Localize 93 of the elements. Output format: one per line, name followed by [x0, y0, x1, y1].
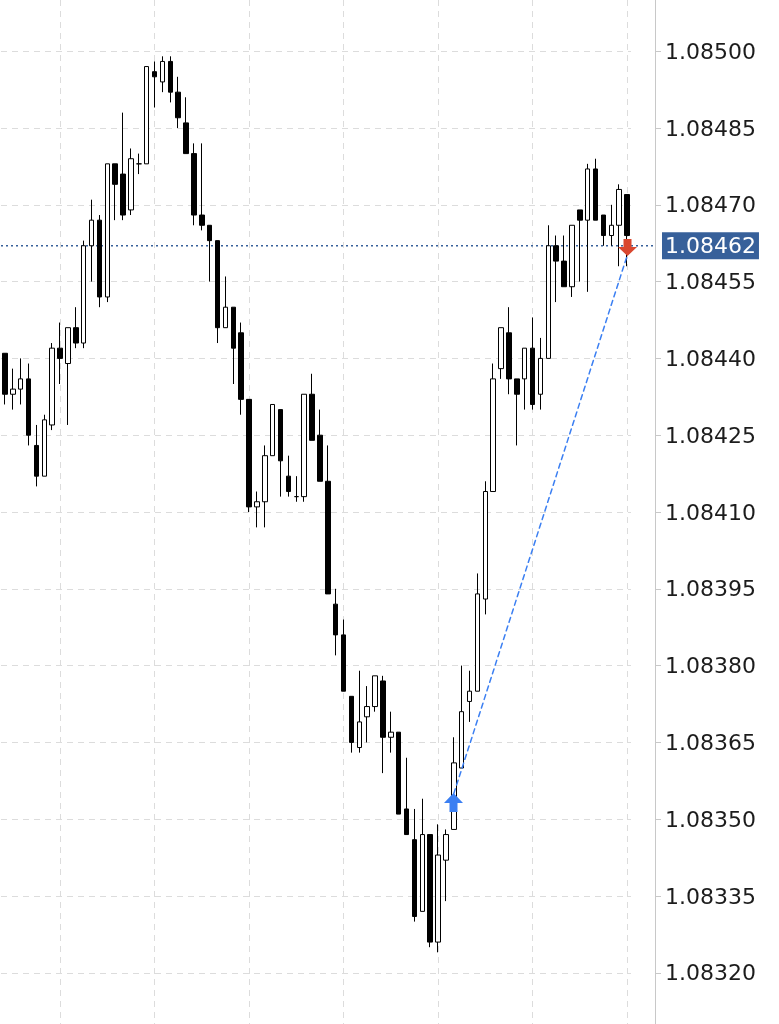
candlestick	[333, 588, 338, 656]
candlestick	[506, 306, 512, 395]
candlestick	[191, 142, 197, 226]
candlestick	[609, 204, 614, 247]
candlestick	[522, 347, 527, 411]
candlestick	[42, 414, 47, 477]
candlestick	[231, 306, 236, 385]
candlestick	[286, 455, 291, 498]
candlestick	[270, 403, 275, 457]
y-tick-label: 1.08485	[665, 115, 756, 141]
candlestick	[301, 393, 307, 503]
candlestick	[490, 363, 496, 493]
candlestick	[427, 834, 433, 948]
candlestick	[262, 444, 268, 528]
candlestick	[18, 357, 23, 405]
candlestick	[2, 352, 8, 405]
candlestick	[364, 685, 370, 743]
candlestick	[357, 670, 362, 754]
candlestick	[160, 55, 165, 93]
y-tick-label: 1.08320	[665, 960, 756, 986]
candlestick	[577, 209, 583, 283]
candlestick	[57, 322, 63, 385]
candlestick	[467, 670, 472, 723]
candlestick	[223, 275, 228, 329]
candlestick	[380, 675, 386, 774]
candlestick	[215, 240, 220, 344]
candlestick	[341, 619, 346, 692]
candlestick	[34, 424, 39, 487]
candlestick	[199, 142, 205, 231]
candlestick	[97, 214, 102, 308]
candlestick	[175, 76, 181, 129]
candlestick	[207, 224, 212, 283]
candlestick	[593, 158, 598, 221]
candlestick	[144, 66, 149, 165]
candlestick	[475, 572, 480, 692]
candlestick	[530, 316, 535, 411]
ref-line-label: 1.08462	[665, 233, 756, 259]
candlestick	[278, 409, 283, 498]
candlestick	[569, 224, 575, 298]
candlestick	[483, 480, 488, 615]
candlestick	[105, 163, 110, 303]
candlestick	[254, 491, 260, 528]
y-tick-label: 1.08380	[665, 653, 756, 679]
y-tick-label: 1.08425	[665, 422, 756, 448]
candlestick	[89, 199, 94, 283]
candlestick	[585, 163, 590, 293]
candlestick	[388, 711, 394, 754]
candlestick	[546, 224, 551, 359]
candlestick	[498, 327, 504, 380]
candlestick	[65, 327, 71, 426]
y-tick-label: 1.08335	[665, 883, 756, 909]
candlestick	[152, 60, 157, 109]
candlestick	[396, 731, 401, 815]
y-tick-label: 1.08395	[665, 576, 756, 602]
candlestick	[10, 368, 16, 411]
candlestick	[294, 475, 299, 503]
candlestick	[120, 112, 126, 221]
candlestick	[624, 194, 630, 267]
candlestick	[81, 240, 86, 349]
y-tick-label: 1.08500	[665, 38, 756, 64]
y-tick-label: 1.08410	[665, 499, 756, 525]
candlestick	[26, 363, 31, 446]
candlestick	[136, 153, 142, 175]
candlestick	[538, 337, 543, 411]
candlestick	[73, 306, 79, 349]
y-tick-label: 1.08470	[665, 192, 756, 218]
candlestick	[601, 214, 606, 247]
candlestick	[317, 409, 323, 482]
candlestick	[128, 147, 134, 216]
candlestick	[183, 96, 189, 155]
candlestick	[168, 55, 173, 103]
candlestick	[404, 757, 409, 836]
candlestick	[49, 342, 55, 431]
candlestick	[325, 444, 331, 595]
candlestick	[112, 163, 118, 221]
candlestick	[309, 373, 315, 441]
candlestick	[349, 695, 354, 754]
y-tick-label: 1.08350	[665, 806, 756, 832]
candlestick	[616, 183, 622, 267]
candlestick	[372, 675, 378, 713]
y-tick-label: 1.08455	[665, 269, 756, 295]
candlestick	[412, 808, 417, 923]
candlestick	[435, 823, 441, 953]
candlestick	[561, 235, 567, 288]
candlestick	[459, 665, 464, 769]
candlestick	[246, 398, 252, 513]
candlestick	[420, 798, 425, 912]
candlestick	[443, 828, 449, 902]
y-tick-label: 1.08440	[665, 345, 756, 371]
candlestick	[514, 378, 520, 446]
y-tick-label: 1.08365	[665, 729, 756, 755]
candlestick	[553, 235, 559, 303]
candlestick	[238, 322, 244, 416]
